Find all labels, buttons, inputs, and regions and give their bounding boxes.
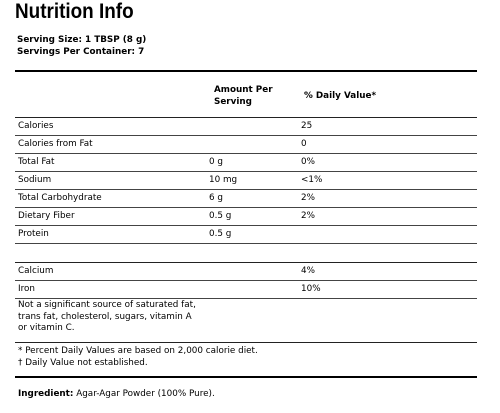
ingredient-line: Ingredient: Agar-Agar Powder (100% Pure)…	[18, 388, 215, 400]
mineral-row: Calcium 4%	[15, 263, 477, 281]
serving-size: Serving Size: 1 TBSP (8 g)	[17, 35, 147, 45]
nutrient-amount: 0 g	[209, 157, 223, 167]
nutrient-daily-value: 2%	[301, 193, 315, 203]
table-row: Calories from Fat 0	[15, 136, 477, 154]
nutrient-name: Sodium	[18, 175, 52, 185]
nutrient-daily-value: 0	[301, 139, 307, 149]
table-row: Total Carbohydrate 6 g 2%	[15, 190, 477, 208]
footnote-divider	[15, 342, 477, 343]
mineral-name: Iron	[18, 284, 35, 294]
not-significant-note: Not a significant source of saturated fa…	[18, 300, 196, 333]
table-row: Calories 25	[15, 118, 477, 136]
nutrient-amount: 10 mg	[209, 175, 238, 185]
table-row: Sodium 10 mg <1%	[15, 172, 477, 190]
nutrient-amount: 0.5 g	[209, 229, 232, 239]
amount-per-serving-header: Amount Per Serving	[214, 85, 273, 107]
ingredient-text: Agar-Agar Powder (100% Pure).	[76, 389, 215, 399]
nutrient-name: Protein	[18, 229, 49, 239]
bottom-divider	[15, 376, 477, 378]
table-row: Protein 0.5 g	[15, 226, 477, 244]
nutrient-amount: 6 g	[209, 193, 223, 203]
header-divider	[15, 117, 477, 118]
nutrient-name: Calories from Fat	[18, 139, 93, 149]
page-title: Nutrition Info	[15, 0, 134, 23]
daily-value-header: % Daily Value*	[304, 91, 377, 101]
footnotes: * Percent Daily Values are based on 2,00…	[18, 346, 258, 369]
nutrient-daily-value: <1%	[301, 175, 323, 185]
nutrient-daily-value: 0%	[301, 157, 315, 167]
serving-info: Serving Size: 1 TBSP (8 g) Servings Per …	[17, 34, 146, 58]
ingredient-label: Ingredient:	[18, 389, 74, 399]
mineral-name: Calcium	[18, 266, 54, 276]
servings-per-container: Servings Per Container: 7	[17, 47, 145, 57]
mineral-daily-value: 10%	[301, 284, 321, 294]
footnote-percent-daily: * Percent Daily Values are based on 2,00…	[18, 346, 258, 356]
mineral-daily-value: 4%	[301, 266, 315, 276]
nutrient-name: Total Fat	[18, 157, 55, 167]
top-divider	[15, 70, 477, 72]
nutrient-daily-value: 25	[301, 121, 313, 131]
table-row: Total Fat 0 g 0%	[15, 154, 477, 172]
nutrient-name: Dietary Fiber	[18, 211, 75, 221]
nutrient-name: Total Carbohydrate	[18, 193, 102, 203]
mineral-row: Iron 10%	[15, 281, 477, 299]
footnote-not-established: † Daily Value not established.	[18, 357, 148, 368]
nutrient-amount: 0.5 g	[209, 211, 232, 221]
nutrient-daily-value: 2%	[301, 211, 315, 221]
minerals-divider	[15, 262, 477, 263]
nutrient-name: Calories	[18, 121, 54, 131]
table-row: Dietary Fiber 0.5 g 2%	[15, 208, 477, 226]
